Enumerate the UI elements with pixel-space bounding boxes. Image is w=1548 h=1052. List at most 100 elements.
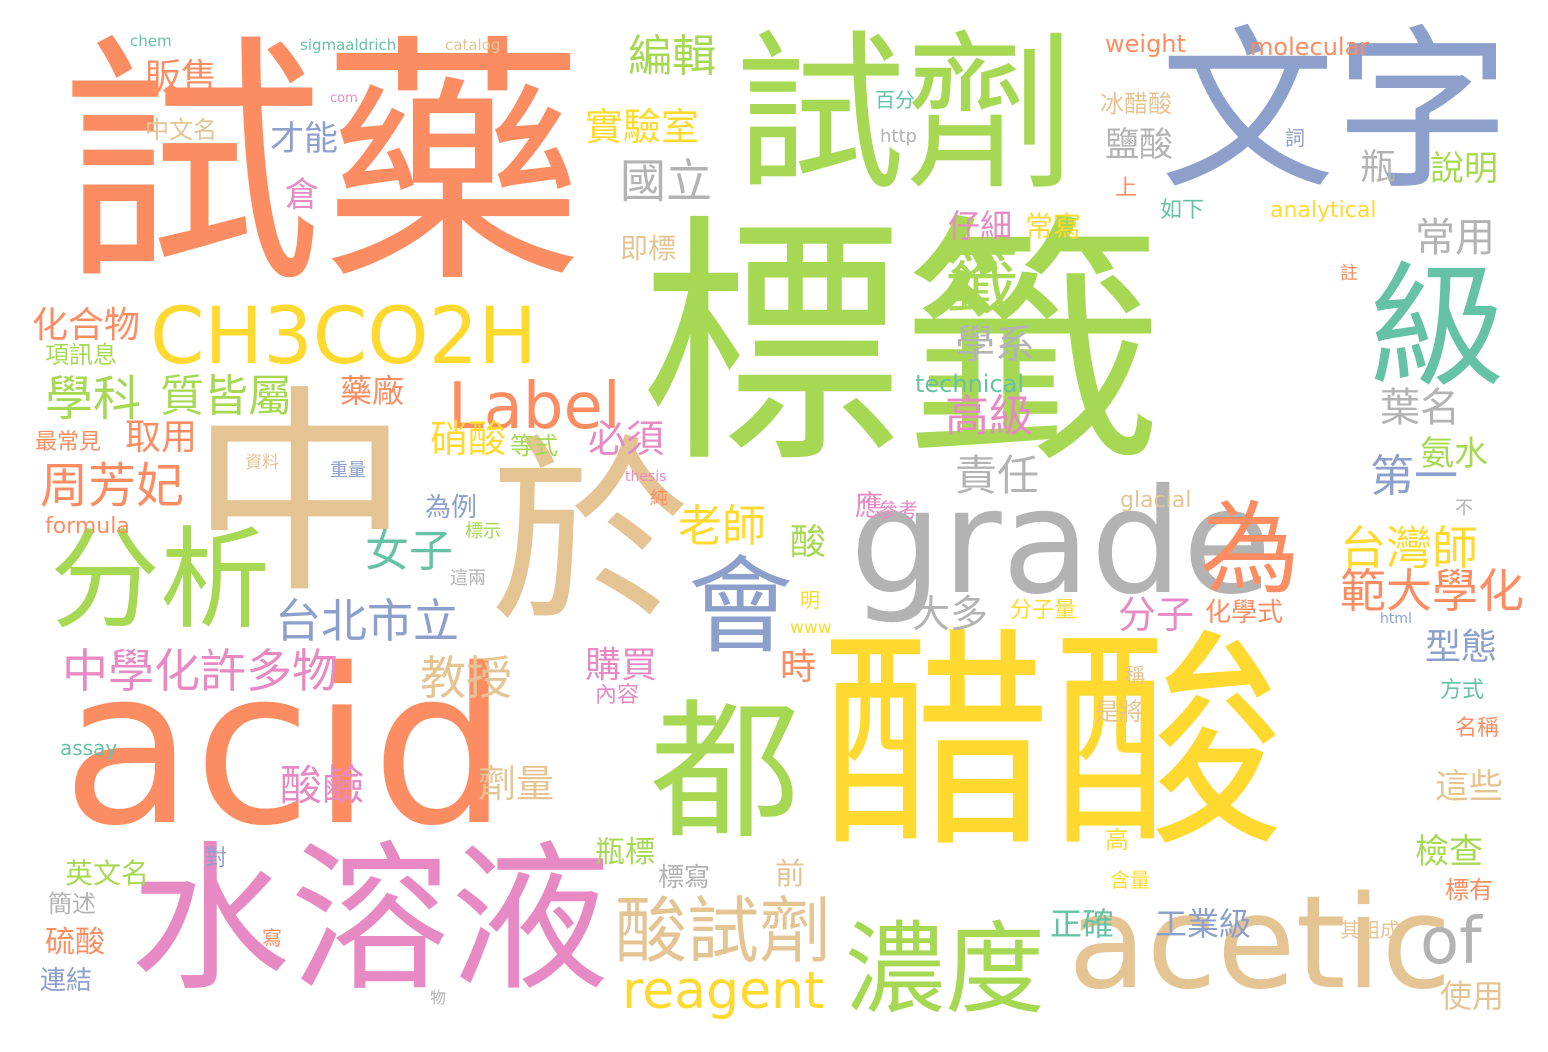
word: 中文名 [145, 116, 217, 144]
word: 會 [688, 546, 794, 668]
word: 工業級 [1155, 905, 1252, 943]
word: 連結 [40, 966, 93, 996]
word: 為 [1200, 491, 1300, 608]
word: 購買 [585, 645, 658, 686]
word: 即標 [620, 232, 677, 265]
word: 前 [775, 857, 805, 892]
word: 文字 [1160, 11, 1510, 214]
word: 上 [1115, 176, 1138, 201]
word: 仔細 [948, 207, 1013, 245]
word: 等式 [510, 432, 558, 460]
word: 硫酸 [45, 925, 105, 960]
word: 最常見 [35, 430, 102, 455]
word: 硝酸 [430, 417, 507, 461]
word: 葉名 [1380, 385, 1460, 431]
word: 中學化許多物 [62, 644, 338, 698]
word: 酸試劑 [615, 889, 832, 973]
word: weight [1105, 30, 1186, 58]
word: 瓶標 [595, 835, 655, 870]
word: 鹽酸 [1105, 125, 1173, 165]
word: 老師 [678, 501, 766, 552]
word: www [790, 618, 832, 638]
word: catalog [445, 36, 501, 54]
word: 濃度 [845, 911, 1045, 1028]
word: 對 [205, 846, 228, 871]
word: 常寫 [1025, 210, 1082, 243]
word: 周芳妃 [40, 458, 185, 514]
word: sigmaaldrich [300, 36, 397, 54]
word: 方式 [1440, 678, 1485, 703]
word: grade [850, 458, 1272, 627]
word: 實驗室 [585, 105, 700, 149]
word: 都 [650, 686, 801, 860]
word: 常用 [1415, 215, 1495, 261]
word: 責任 [955, 451, 1040, 500]
word: 為例 [425, 493, 478, 523]
word: 標籤 [640, 193, 1164, 498]
word: 標寫 [658, 863, 711, 893]
word: 國立 [620, 154, 712, 208]
word: acetic [1068, 869, 1452, 1018]
word: 高 [1105, 826, 1129, 854]
word: 中 [190, 367, 411, 623]
word: 不 [1455, 498, 1473, 519]
word: 高級 [945, 391, 1033, 442]
word: analytical [1270, 198, 1377, 223]
word: 參考 [878, 498, 918, 522]
word: 大多 [912, 592, 989, 636]
word: 試劑 [735, 16, 1076, 214]
word: 才能 [270, 119, 338, 159]
word: 名稱 [1455, 716, 1500, 741]
word: 百分 [875, 88, 915, 112]
word: 瓶 [1360, 147, 1397, 188]
word: molecular [1250, 33, 1370, 61]
word: 如下 [1160, 198, 1205, 223]
word: 英文名 [65, 857, 150, 890]
word: of [1420, 905, 1482, 979]
word: chem [130, 32, 172, 50]
word: 販售 [145, 57, 218, 98]
word: 標示 [465, 521, 501, 542]
word: 氨水 [1420, 434, 1488, 474]
word: 項訊息 [45, 341, 117, 369]
word: 含量 [1110, 868, 1150, 892]
word: 醋酸 [820, 609, 1285, 879]
word: 級 [1370, 249, 1505, 406]
word: Label [448, 370, 621, 444]
word: 簡述 [48, 890, 96, 918]
word: thesis [625, 469, 667, 485]
word: 台灣師 [1340, 521, 1478, 575]
word: 劑量 [478, 762, 555, 806]
word: 必須 [588, 417, 665, 461]
word: 化學式 [1205, 598, 1284, 628]
word: 取用 [125, 417, 198, 458]
word: 學科 [45, 371, 142, 427]
word: 第一 [1370, 451, 1458, 502]
word: 物 [430, 988, 447, 1007]
word: 標有 [1445, 876, 1493, 904]
word: 試藥 [60, 13, 584, 318]
word: 教授 [420, 651, 512, 705]
word: 註 [1340, 263, 1358, 284]
word: 冰醋酸 [1100, 90, 1172, 118]
word: 籤 [945, 239, 1019, 325]
word: com [330, 91, 358, 106]
word: 純 [650, 488, 668, 509]
word: 型態 [1425, 627, 1498, 668]
word: 化合物 [32, 305, 141, 346]
word: 正確 [1050, 905, 1115, 943]
word: 使用 [1440, 977, 1505, 1015]
word: 詞 [1285, 126, 1305, 150]
word: 編輯 [628, 31, 716, 82]
word: html [1380, 611, 1412, 627]
word: 女子 [365, 526, 453, 577]
word: assay [60, 736, 118, 760]
word: 藥廠 [340, 372, 405, 410]
word: 這兩 [450, 568, 486, 589]
word: 倉 [285, 175, 319, 215]
word: 水溶液 [130, 826, 611, 1013]
word: 資料 [245, 453, 279, 473]
word: 酸 [790, 522, 827, 563]
word: 明 [800, 588, 820, 612]
